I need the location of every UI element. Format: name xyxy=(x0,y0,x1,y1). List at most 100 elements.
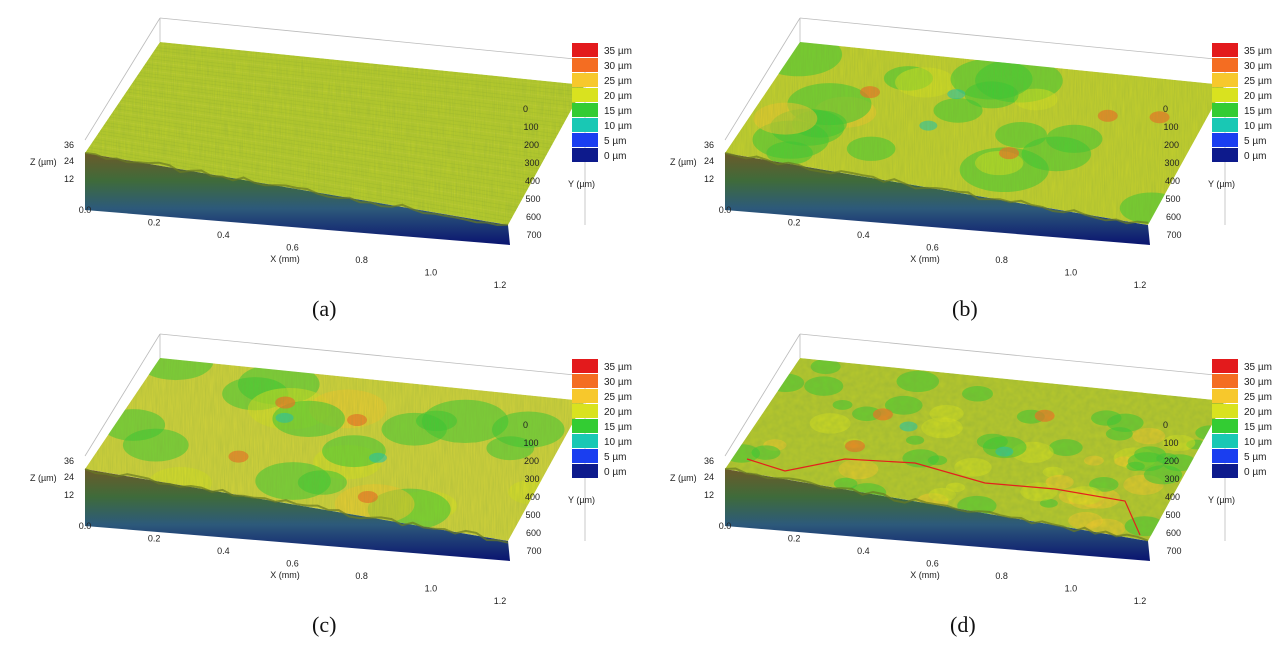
y-tick-label: 200 xyxy=(1164,140,1179,150)
legend-label: 0 µm xyxy=(1244,467,1266,478)
y-axis-label: Y (µm) xyxy=(1208,495,1235,505)
profile-line xyxy=(746,458,1141,536)
y-tick-label: 600 xyxy=(526,212,541,222)
y-tick-label: 200 xyxy=(524,456,539,466)
legend-swatch xyxy=(1212,103,1238,117)
surface-panel-a: 0.0 0.2 0.4 0.6 0.8 1.0 1.2 X (mm) 0 100 200 300 400… xyxy=(0,0,640,290)
legend-label: 30 µm xyxy=(604,377,632,388)
legend-swatch xyxy=(572,434,598,448)
legend-swatch xyxy=(1212,359,1238,373)
legend-swatch xyxy=(1212,148,1238,162)
legend-label: 15 µm xyxy=(1244,106,1272,117)
x-tick-label: 0.6 xyxy=(926,243,939,253)
legend-swatch xyxy=(1212,434,1238,448)
legend-label: 20 µm xyxy=(1244,91,1272,102)
surface-panel-b: 0.0 0.2 0.4 0.6 0.8 1.0 1.2 X (mm) 0 100 200 300 400… xyxy=(640,0,1280,290)
z-axis-label: Z (µm) xyxy=(30,157,57,167)
x-tick-label: 0.4 xyxy=(217,546,230,556)
x-tick-label: 0.6 xyxy=(286,559,299,569)
y-tick-label: 300 xyxy=(1165,158,1180,168)
legend-label: 5 µm xyxy=(1244,136,1266,147)
y-tick-label: 500 xyxy=(1166,194,1181,204)
color-legend: 35 µm 30 µm 25 µm 20 µm 15 µm 10 µm 5 µm 0 µm xyxy=(572,359,632,478)
x-tick-label: 1.0 xyxy=(425,268,438,278)
x-axis-label: X (mm) xyxy=(270,570,300,580)
y-tick-label: 100 xyxy=(524,438,539,448)
y-tick-label: 500 xyxy=(1166,510,1181,520)
z-tick-label: 36 xyxy=(64,140,74,150)
surface-base xyxy=(725,153,1150,245)
legend-label: 25 µm xyxy=(1244,76,1272,87)
legend-label: 0 µm xyxy=(604,467,626,478)
x-tick-label: 0.2 xyxy=(788,534,801,544)
legend-label: 35 µm xyxy=(1244,46,1272,57)
legend-label: 5 µm xyxy=(604,452,626,463)
x-tick-label: 1.0 xyxy=(1065,584,1078,594)
legend-swatch xyxy=(1212,404,1238,418)
y-tick-label: 700 xyxy=(1167,546,1182,556)
legend-label: 25 µm xyxy=(604,392,632,403)
legend-label: 10 µm xyxy=(1244,121,1272,132)
legend-label: 10 µm xyxy=(1244,437,1272,448)
legend-label: 5 µm xyxy=(604,136,626,147)
legend-swatch xyxy=(1212,374,1238,388)
surface-base xyxy=(725,469,1150,561)
y-tick-label: 300 xyxy=(1165,474,1180,484)
x-tick-label: 1.2 xyxy=(494,280,507,290)
x-axis-label: X (mm) xyxy=(910,570,940,580)
legend-label: 15 µm xyxy=(1244,422,1272,433)
y-tick-label: 0 xyxy=(523,420,528,430)
legend-swatch xyxy=(1212,133,1238,147)
surface-plot: 0.0 0.2 0.4 0.6 0.8 1.0 1.2 X (mm) 0 100 200 300 400… xyxy=(670,17,1272,290)
x-tick-label: 0.4 xyxy=(857,230,870,240)
z-tick-label: 36 xyxy=(704,456,714,466)
legend-label: 25 µm xyxy=(604,76,632,87)
surface-top xyxy=(725,358,1225,541)
legend-swatch xyxy=(572,133,598,147)
y-axis-label: Y (µm) xyxy=(568,179,595,189)
y-tick-label: 600 xyxy=(1166,528,1181,538)
legend-label: 30 µm xyxy=(1244,61,1272,72)
legend-label: 35 µm xyxy=(604,46,632,57)
y-tick-label: 200 xyxy=(524,140,539,150)
z-axis-label: Z (µm) xyxy=(30,473,57,483)
color-legend: 35 µm 30 µm 25 µm 20 µm 15 µm 10 µm 5 µm 0 µm xyxy=(1212,43,1272,162)
y-tick-label: 200 xyxy=(1164,456,1179,466)
y-tick-label: 400 xyxy=(1165,176,1180,186)
x-tick-label: 0.8 xyxy=(995,255,1008,265)
legend-label: 10 µm xyxy=(604,121,632,132)
x-tick-label: 0.0 xyxy=(79,205,92,215)
z-axis-label: Z (µm) xyxy=(670,157,697,167)
legend-swatch xyxy=(1212,118,1238,132)
legend-swatch xyxy=(572,58,598,72)
caption-c: (c) xyxy=(312,612,337,637)
legend-swatch xyxy=(572,103,598,117)
x-tick-label: 1.2 xyxy=(1134,596,1147,606)
legend-swatch xyxy=(572,73,598,87)
x-tick-label: 0.0 xyxy=(79,521,92,531)
color-legend: 35 µm 30 µm 25 µm 20 µm 15 µm 10 µm 5 µm 0 µm xyxy=(1212,359,1272,478)
z-tick-label: 36 xyxy=(704,140,714,150)
z-tick-label: 12 xyxy=(704,174,714,184)
y-tick-label: 300 xyxy=(525,474,540,484)
legend-swatch xyxy=(572,464,598,478)
x-tick-label: 1.0 xyxy=(1065,268,1078,278)
x-tick-label: 0.2 xyxy=(148,218,161,228)
legend-label: 15 µm xyxy=(604,422,632,433)
legend-label: 20 µm xyxy=(604,407,632,418)
surface-plot: 0.0 0.2 0.4 0.6 0.8 1.0 1.2 X (mm) 0 100 200 300 400… xyxy=(30,17,632,290)
x-tick-label: 0.2 xyxy=(148,534,161,544)
z-tick-label: 24 xyxy=(704,472,714,482)
legend-swatch xyxy=(572,118,598,132)
legend-swatch xyxy=(572,359,598,373)
x-axis-label: X (mm) xyxy=(270,254,300,264)
x-tick-label: 0.8 xyxy=(355,571,368,581)
legend-swatch xyxy=(1212,419,1238,433)
surface-top xyxy=(85,42,585,225)
surface-top xyxy=(85,358,585,541)
y-tick-label: 400 xyxy=(525,492,540,502)
y-tick-label: 500 xyxy=(526,510,541,520)
legend-label: 5 µm xyxy=(1244,452,1266,463)
y-tick-label: 600 xyxy=(1166,212,1181,222)
legend-swatch xyxy=(572,389,598,403)
